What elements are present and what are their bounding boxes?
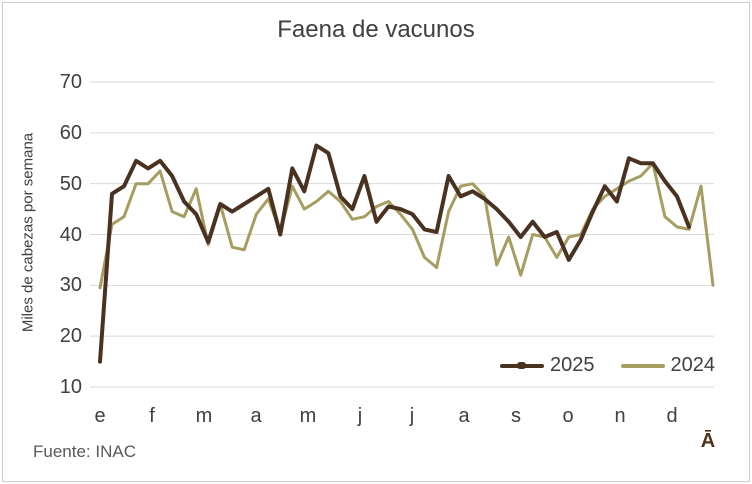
x-tick-label-4-a: a xyxy=(250,405,262,427)
chart-title: Faena de vacunos xyxy=(277,16,475,43)
y-tick-label-70: 70 xyxy=(59,71,82,93)
x-tick-label-12-d: d xyxy=(666,405,678,427)
series-line-2025 xyxy=(98,143,691,364)
x-tick-label-7-j: j xyxy=(409,405,415,427)
legend-marker-2025 xyxy=(517,362,526,369)
x-tick-label-10-o: o xyxy=(562,405,574,427)
y-tick-label-10: 10 xyxy=(59,376,82,398)
legend-item-2025: 2025 xyxy=(500,354,595,377)
legend-label-2024: 2024 xyxy=(670,354,716,376)
x-tick-label-9-s: s xyxy=(511,405,521,427)
legend-item-2024: 2024 xyxy=(620,354,716,377)
x-axis-extra-label: Ā xyxy=(700,430,716,452)
x-tick-label-3-m: m xyxy=(195,405,213,427)
legend-label-2025: 2025 xyxy=(550,354,595,376)
legend: 2025 2024 xyxy=(500,354,715,377)
y-tick-label-40: 40 xyxy=(59,223,82,246)
y-tick-label-50: 50 xyxy=(59,172,82,195)
source-note: Fuente: INAC xyxy=(33,442,136,461)
x-tick-label-6-j: j xyxy=(357,405,363,427)
x-tick-label-1-e: e xyxy=(94,405,106,427)
x-tick-label-11-n: n xyxy=(614,405,626,427)
x-tick-label-8-a: a xyxy=(458,405,470,427)
legend-line-2024 xyxy=(620,364,665,368)
legend-line-swatch-2024 xyxy=(620,361,665,370)
x-tick-label-5-m: m xyxy=(299,405,317,427)
y-axis-title: Miles de cabezas por semana xyxy=(19,132,37,333)
x-tick-label-2-f: f xyxy=(149,405,155,427)
y-tick-label-60: 60 xyxy=(59,121,82,144)
legend-line-swatch-2025 xyxy=(500,361,544,370)
y-tick-label-20: 20 xyxy=(59,325,82,348)
y-tick-label-30: 30 xyxy=(59,274,82,297)
